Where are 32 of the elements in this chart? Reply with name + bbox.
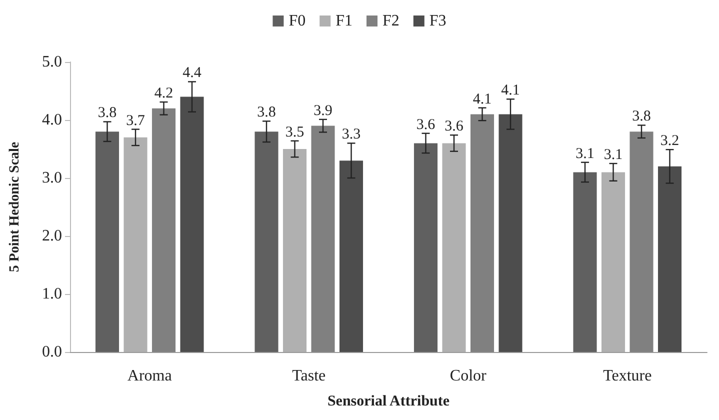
data-label: 3.6	[444, 118, 464, 135]
data-label: 3.8	[98, 105, 117, 122]
y-tick-label: 3.0	[42, 170, 62, 186]
legend-label: F0	[288, 12, 306, 30]
y-tick-label: 1.0	[42, 286, 62, 302]
legend-label: F3	[429, 12, 446, 30]
data-label: 3.6	[416, 116, 436, 133]
y-axis-title: 5 Point Hedonic Scale	[8, 142, 22, 272]
x-tick-label: Aroma	[127, 368, 172, 384]
data-label: 4.2	[154, 86, 174, 102]
y-tick-label: 5.0	[42, 54, 62, 70]
y-tick-label: 4.0	[42, 112, 62, 128]
y-tick-label: 2.0	[42, 228, 62, 244]
y-tick-label: 0.0	[42, 344, 62, 360]
data-label: 3.2	[660, 133, 680, 150]
data-label: 4.4	[182, 65, 202, 82]
data-label: 3.8	[257, 104, 276, 121]
x-tick-label: Texture	[603, 368, 652, 384]
data-label: 3.9	[314, 102, 332, 119]
data-label: 3.3	[342, 126, 361, 143]
x-tick-label: Color	[450, 368, 488, 384]
data-label: 3.5	[285, 124, 304, 140]
data-label: 3.1	[576, 146, 594, 162]
data-label: 3.1	[604, 147, 623, 163]
legend-label: F2	[382, 12, 400, 30]
data-label: 4.1	[501, 82, 520, 99]
x-tick-label: Taste	[292, 368, 326, 384]
x-axis-title: Sensorial Attribute	[327, 394, 450, 410]
legend-label: F1	[336, 12, 353, 30]
data-label: 4.1	[472, 91, 492, 108]
data-label: 3.7	[126, 112, 146, 129]
data-label: 3.8	[632, 108, 651, 125]
